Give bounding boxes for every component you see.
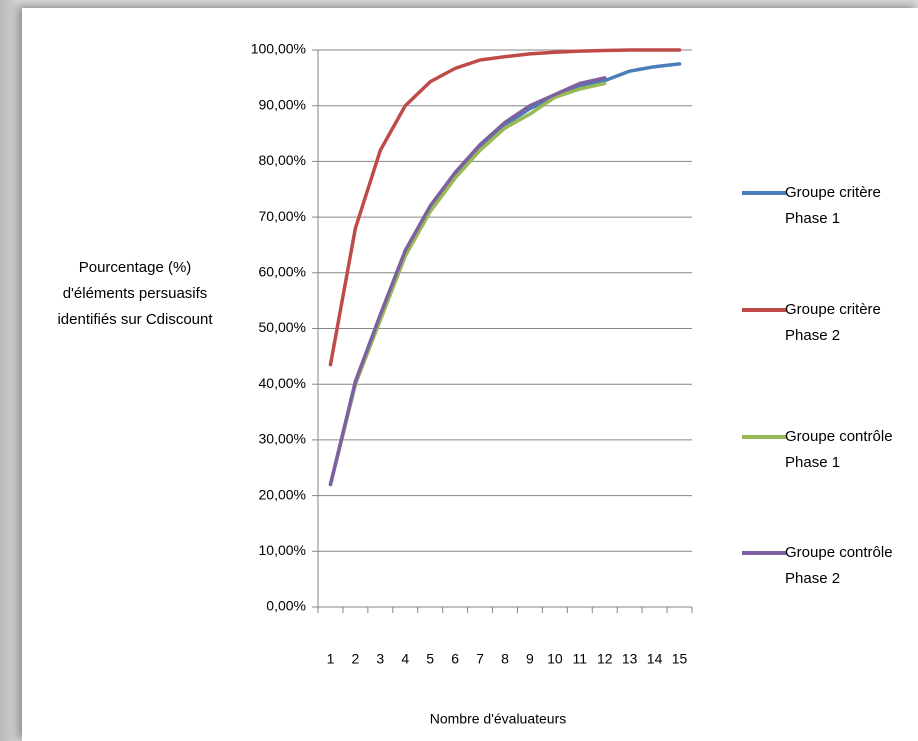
y-axis-label: Pourcentage (%) d'éléments persuasifs id…: [57, 259, 213, 328]
y-tick-label: 40,00%: [259, 375, 306, 391]
x-tick-label: 10: [547, 651, 563, 667]
legend-entry-box: Groupe contrôle Phase 2: [785, 544, 893, 587]
x-axis-label: Nombre d'évaluateurs: [430, 711, 567, 727]
legend-entry-box: Groupe critère Phase 1: [785, 184, 881, 227]
y-tick-label: 90,00%: [259, 96, 306, 112]
legend-entry-box: Groupe critère Phase 2: [785, 301, 881, 344]
x-tick-label: 15: [672, 651, 688, 667]
y-tick-label: 60,00%: [259, 264, 306, 280]
y-tick-label: 0,00%: [266, 598, 306, 614]
x-tick-label: 1: [327, 651, 335, 667]
legend-label: Groupe contrôle Phase 1: [785, 428, 893, 471]
x-tick-label: 9: [526, 651, 534, 667]
legend-entry-box: Groupe contrôle Phase 1: [785, 428, 893, 471]
series-line: [328, 76, 607, 487]
y-tick-label: 80,00%: [259, 152, 306, 168]
legend-label: Groupe critère Phase 1: [785, 184, 881, 227]
legend-label: Groupe contrôle Phase 2: [785, 544, 893, 587]
y-tick-label: 70,00%: [259, 208, 306, 224]
x-tick-label: 8: [501, 651, 509, 667]
y-tick-label: 100,00%: [251, 41, 306, 57]
x-tick-label: 11: [573, 651, 588, 667]
x-tick-label: 4: [401, 651, 409, 667]
y-tick-label: 20,00%: [259, 486, 306, 502]
x-tick-label: 2: [352, 651, 360, 667]
chart-frame: [22, 8, 918, 741]
x-tick-label: 13: [622, 651, 638, 667]
x-tick-label: 12: [597, 651, 613, 667]
y-tick-label: 50,00%: [259, 319, 306, 335]
y-tick-label: 10,00%: [259, 542, 306, 558]
x-tick-label: 6: [451, 651, 459, 667]
x-tick-label: 14: [647, 651, 663, 667]
y-axis-label-box: Pourcentage (%) d'éléments persuasifs id…: [57, 259, 213, 328]
x-tick-label: 7: [476, 651, 484, 667]
x-tick-label: 3: [376, 651, 384, 667]
x-tick-label: 5: [426, 651, 434, 667]
series-line: [328, 48, 682, 367]
legend-label: Groupe critère Phase 2: [785, 301, 881, 344]
y-tick-label: 30,00%: [259, 431, 306, 447]
series-line: [328, 81, 607, 487]
